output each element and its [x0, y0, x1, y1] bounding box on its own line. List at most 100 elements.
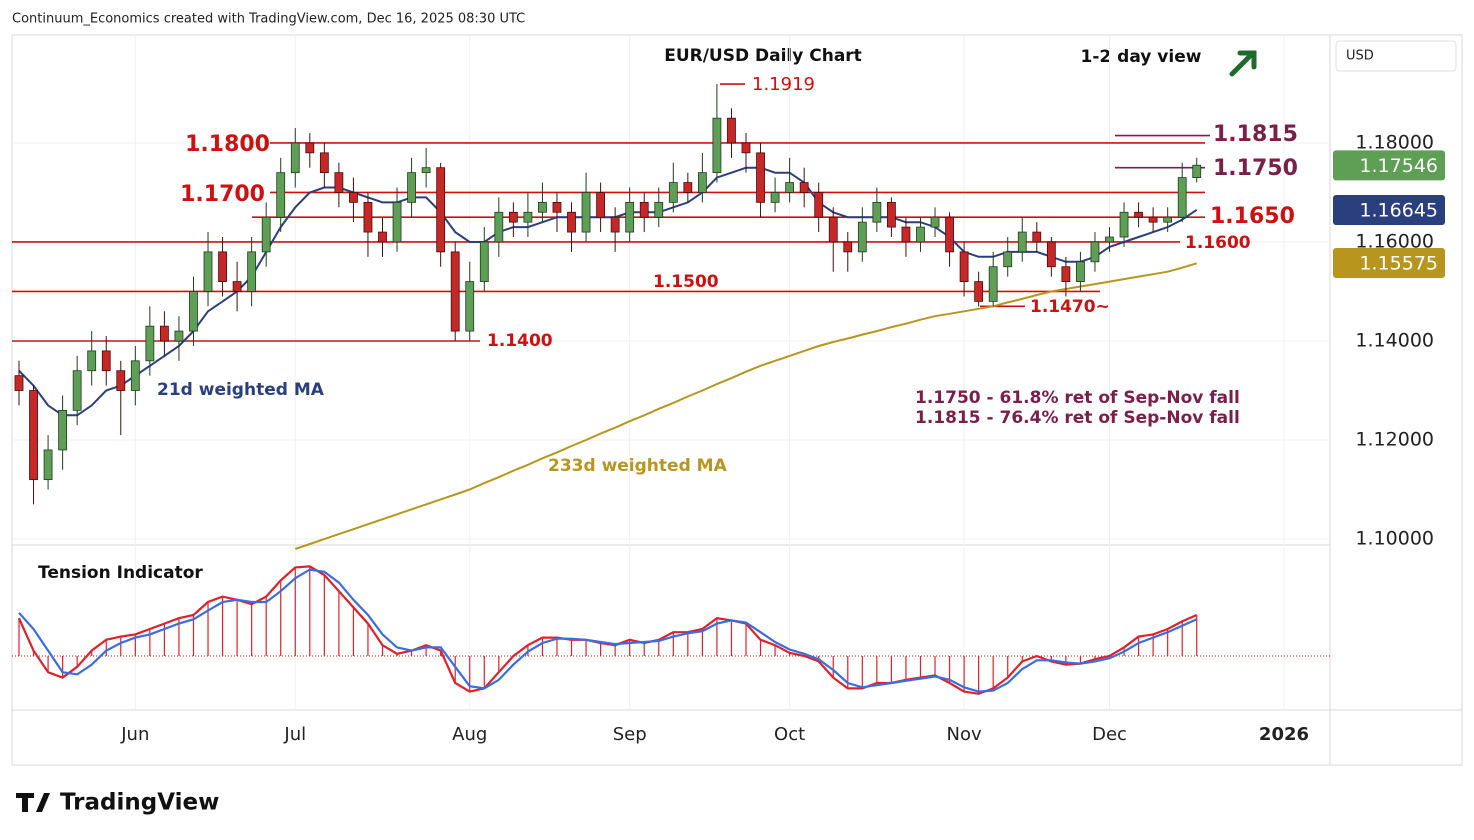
candle-body [174, 330, 184, 342]
price-badge-label: 1.15575 [1359, 253, 1438, 275]
candle-body [741, 142, 751, 154]
level-label: 1.1470~ [1030, 297, 1110, 317]
candle-body [538, 201, 547, 213]
price-badge [1333, 248, 1445, 279]
candle-body [29, 390, 38, 481]
candle-body [349, 192, 358, 203]
candle-body [232, 281, 242, 292]
candle-body [1076, 261, 1085, 282]
candle-body [189, 291, 198, 332]
line [17, 565, 1198, 695]
candle-body [1148, 216, 1158, 223]
price-badge [1333, 195, 1445, 226]
currency: USD [1346, 49, 1374, 64]
x-tick-label: Nov [947, 724, 982, 745]
x-tick-label: Aug [452, 724, 487, 745]
candle-body [436, 167, 446, 253]
x-tick-label: Jun [120, 724, 149, 745]
candle-body [945, 216, 954, 253]
note: 1.1815 - 76.4% ret of Sep-Nov fall [915, 408, 1240, 428]
line [294, 262, 1197, 550]
currency-box [1335, 40, 1457, 72]
candle-body [959, 251, 969, 282]
line [18, 568, 1198, 693]
candle-body [828, 216, 838, 243]
line [18, 166, 1198, 417]
price-badge-label: 1.17546 [1359, 155, 1438, 177]
y-tick-label: 1.18000 [1355, 131, 1434, 153]
chart-title: EUR/USD Daily Chart [664, 46, 862, 66]
candle-body [378, 231, 387, 243]
y-tick-label: 1.10000 [1355, 528, 1434, 550]
level-label: 1.1650 [1210, 204, 1295, 229]
view-label: 1-2 day view [1081, 47, 1202, 67]
header: Continuum_Economics created with Trading… [12, 12, 525, 27]
candle-body [697, 172, 707, 193]
series-label: 233d weighted MA [548, 456, 728, 476]
candle-body [276, 172, 286, 218]
candle-body [610, 216, 620, 233]
candle-body [552, 201, 562, 213]
candle-body [1163, 216, 1173, 223]
candle-body [974, 281, 984, 302]
candle-body [857, 221, 867, 253]
price-badge-label: 1.16645 [1359, 200, 1438, 222]
candle-body [494, 211, 504, 243]
candle-body [218, 251, 227, 282]
brand-logo: TradingView [16, 790, 219, 816]
candle-body [116, 370, 126, 391]
candle-body [1119, 211, 1129, 238]
frame [11, 34, 1463, 766]
candle-body [145, 325, 155, 362]
x-tick-label: 2026 [1259, 724, 1309, 745]
candle-body [87, 350, 97, 372]
candle-body [101, 350, 111, 372]
candle-body [785, 182, 795, 193]
candle-body [305, 142, 315, 154]
level-label: 1.1500 [653, 272, 719, 292]
candle-body [654, 201, 664, 218]
note: 1.1750 - 61.8% ret of Sep-Nov fall [915, 388, 1240, 408]
candle-body [261, 216, 271, 253]
candle-body [1177, 177, 1187, 218]
candle-body [581, 192, 591, 233]
candle-body [334, 172, 344, 193]
candle-body [901, 226, 911, 243]
candle-body [247, 251, 257, 292]
candle-body [1061, 266, 1071, 282]
candle-body [465, 281, 475, 332]
candle-body [567, 211, 576, 233]
candle-body [1192, 164, 1202, 179]
candle-body [799, 182, 809, 193]
candle-body [72, 370, 82, 411]
candle-body [508, 211, 518, 223]
candle-body [756, 152, 765, 203]
candle-body [1105, 236, 1114, 243]
candle-body [407, 172, 416, 203]
price-badge [1333, 150, 1445, 181]
candle-body [1046, 241, 1056, 268]
candle-body [130, 360, 140, 391]
brand: TradingView [60, 790, 219, 816]
candle-body [363, 201, 373, 233]
candle-body [625, 201, 635, 233]
up-arrow [1229, 50, 1257, 77]
candle-body [887, 201, 896, 228]
series-label: 21d weighted MA [157, 380, 325, 400]
candle-body [814, 192, 824, 218]
candle-body [872, 201, 882, 223]
candle-body [916, 226, 925, 243]
candle-body [203, 251, 213, 292]
candle-body [1090, 241, 1100, 263]
level-label: 1.1600 [1185, 233, 1251, 253]
y-tick-label: 1.16000 [1355, 230, 1434, 252]
candle-body [683, 182, 693, 193]
candle-body [727, 117, 736, 144]
candle-body [712, 117, 722, 174]
candle-body [159, 325, 169, 342]
pane-title: Tension Indicator [38, 563, 203, 583]
level-label: 1.1400 [487, 331, 553, 351]
candle-body [1017, 231, 1027, 253]
